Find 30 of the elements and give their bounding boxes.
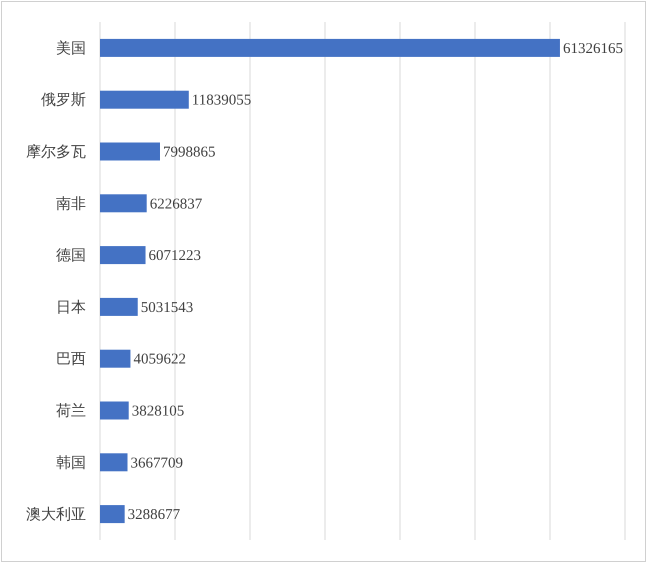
y-tick-label: 摩尔多瓦 [26,144,86,160]
data-label: 4059622 [133,352,186,368]
bar [100,298,138,316]
y-tick-label: 巴西 [56,352,86,368]
y-tick-label: 韩国 [56,454,86,472]
bar [100,194,147,212]
data-label: 7998865 [162,144,216,160]
bar [100,453,128,472]
bar [100,350,130,368]
y-tick-label: 澳大利亚 [26,506,86,524]
y-tick-label: 日本 [56,298,86,316]
y-tick-label: 德国 [56,248,86,264]
data-label: 3828105 [132,404,184,420]
bar [100,142,160,160]
bar [100,246,146,264]
data-label: 3288677 [128,507,181,524]
data-label: 3667709 [130,455,184,472]
y-tick-label: 美国 [56,40,86,57]
data-label: 6226837 [150,196,203,212]
y-tick-label: 南非 [56,195,86,212]
bar [100,38,560,57]
data-label: 5031543 [140,300,194,316]
data-label: 6071223 [148,248,202,264]
bar [100,505,125,524]
data-label: 11839055 [192,92,252,109]
bar [100,402,129,420]
y-tick-label: 荷兰 [56,402,86,420]
data-label: 61326165 [562,40,623,57]
y-tick-label: 俄罗斯 [41,92,86,109]
bar [100,90,189,109]
